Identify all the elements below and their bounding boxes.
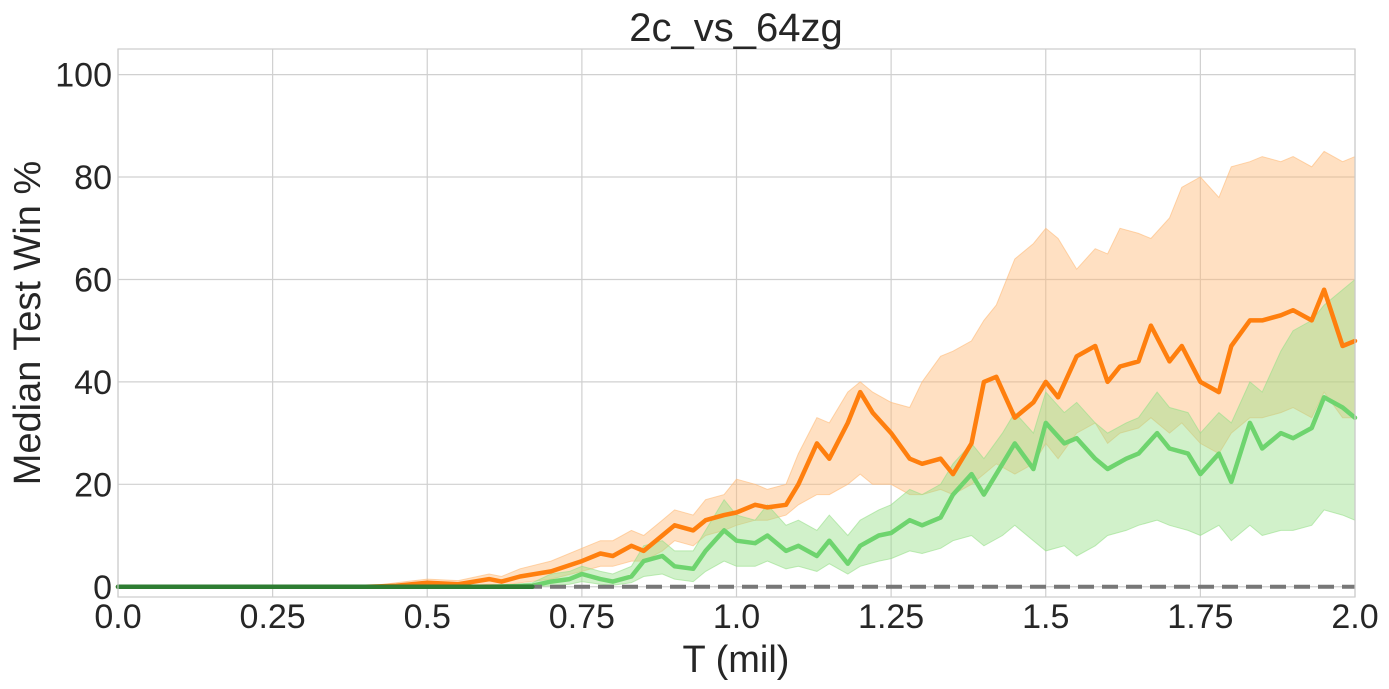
x-tick-label: 1.75 <box>1167 598 1233 636</box>
y-tick-label: 60 <box>74 261 112 299</box>
x-tick-label: 0.75 <box>549 598 615 636</box>
series-line-0 <box>115 287 1358 590</box>
series-line-1 <box>115 395 1358 590</box>
x-tick-label: 0.5 <box>404 598 451 636</box>
x-axis-label: T (mil) <box>683 639 790 681</box>
x-tick-label: 0.25 <box>240 598 306 636</box>
y-tick-labels: 0 20 40 60 80 100 <box>55 57 112 607</box>
series-lines <box>115 287 1358 590</box>
y-tick-label: 100 <box>55 57 112 95</box>
x-tick-label: 1.25 <box>858 598 924 636</box>
x-tick-label: 1.5 <box>1022 598 1069 636</box>
chart-title: 2c_vs_64zg <box>629 6 842 50</box>
y-tick-label: 80 <box>74 159 112 197</box>
x-tick-label: 0.0 <box>94 598 141 636</box>
y-tick-label: 0 <box>93 569 112 607</box>
plot-frame <box>117 48 1356 598</box>
y-axis-label: Median Test Win % <box>7 161 49 486</box>
x-tick-label: 1.0 <box>713 598 760 636</box>
y-tick-label: 20 <box>74 466 112 504</box>
x-tick-labels: 0.0 0.25 0.5 0.75 1.0 1.25 1.5 1.75 2.0 <box>94 598 1378 636</box>
y-tick-label: 40 <box>74 364 112 402</box>
x-tick-label: 2.0 <box>1331 598 1378 636</box>
